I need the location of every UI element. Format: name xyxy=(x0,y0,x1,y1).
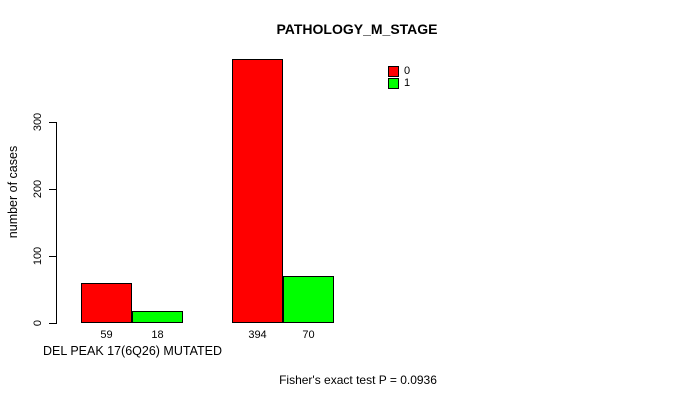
y-tick-label: 100 xyxy=(32,246,44,266)
bar-value-label: 59 xyxy=(100,329,113,341)
bar-series-0 xyxy=(81,283,132,323)
bar-value-label: 70 xyxy=(302,329,315,341)
y-axis-line xyxy=(56,122,57,324)
legend-item: 1 xyxy=(388,77,410,89)
legend-label: 1 xyxy=(404,77,411,89)
y-axis-tick xyxy=(49,323,56,324)
y-tick-label: 0 xyxy=(32,319,44,327)
y-axis-tick xyxy=(49,122,56,123)
legend-label: 0 xyxy=(404,65,411,77)
legend-item: 0 xyxy=(388,65,410,77)
y-tick-label: 200 xyxy=(32,179,44,199)
chart-title: PATHOLOGY_M_STAGE xyxy=(276,21,438,37)
y-axis-tick xyxy=(49,189,56,190)
legend-swatch-icon xyxy=(388,65,399,77)
bar-series-1 xyxy=(283,276,334,323)
bar-series-0 xyxy=(232,59,283,323)
bar-value-label: 394 xyxy=(248,329,267,341)
x-axis-label: DEL PEAK 17(6Q26) MUTATED xyxy=(43,344,222,358)
legend-swatch-icon xyxy=(388,77,399,89)
fisher-test-annotation: Fisher's exact test P = 0.0936 xyxy=(279,373,437,387)
y-axis-tick xyxy=(49,256,56,257)
y-tick-label: 300 xyxy=(32,112,44,132)
bar-value-label: 18 xyxy=(151,329,164,341)
y-axis-label: number of cases xyxy=(6,145,20,239)
bar-series-1 xyxy=(132,311,183,323)
